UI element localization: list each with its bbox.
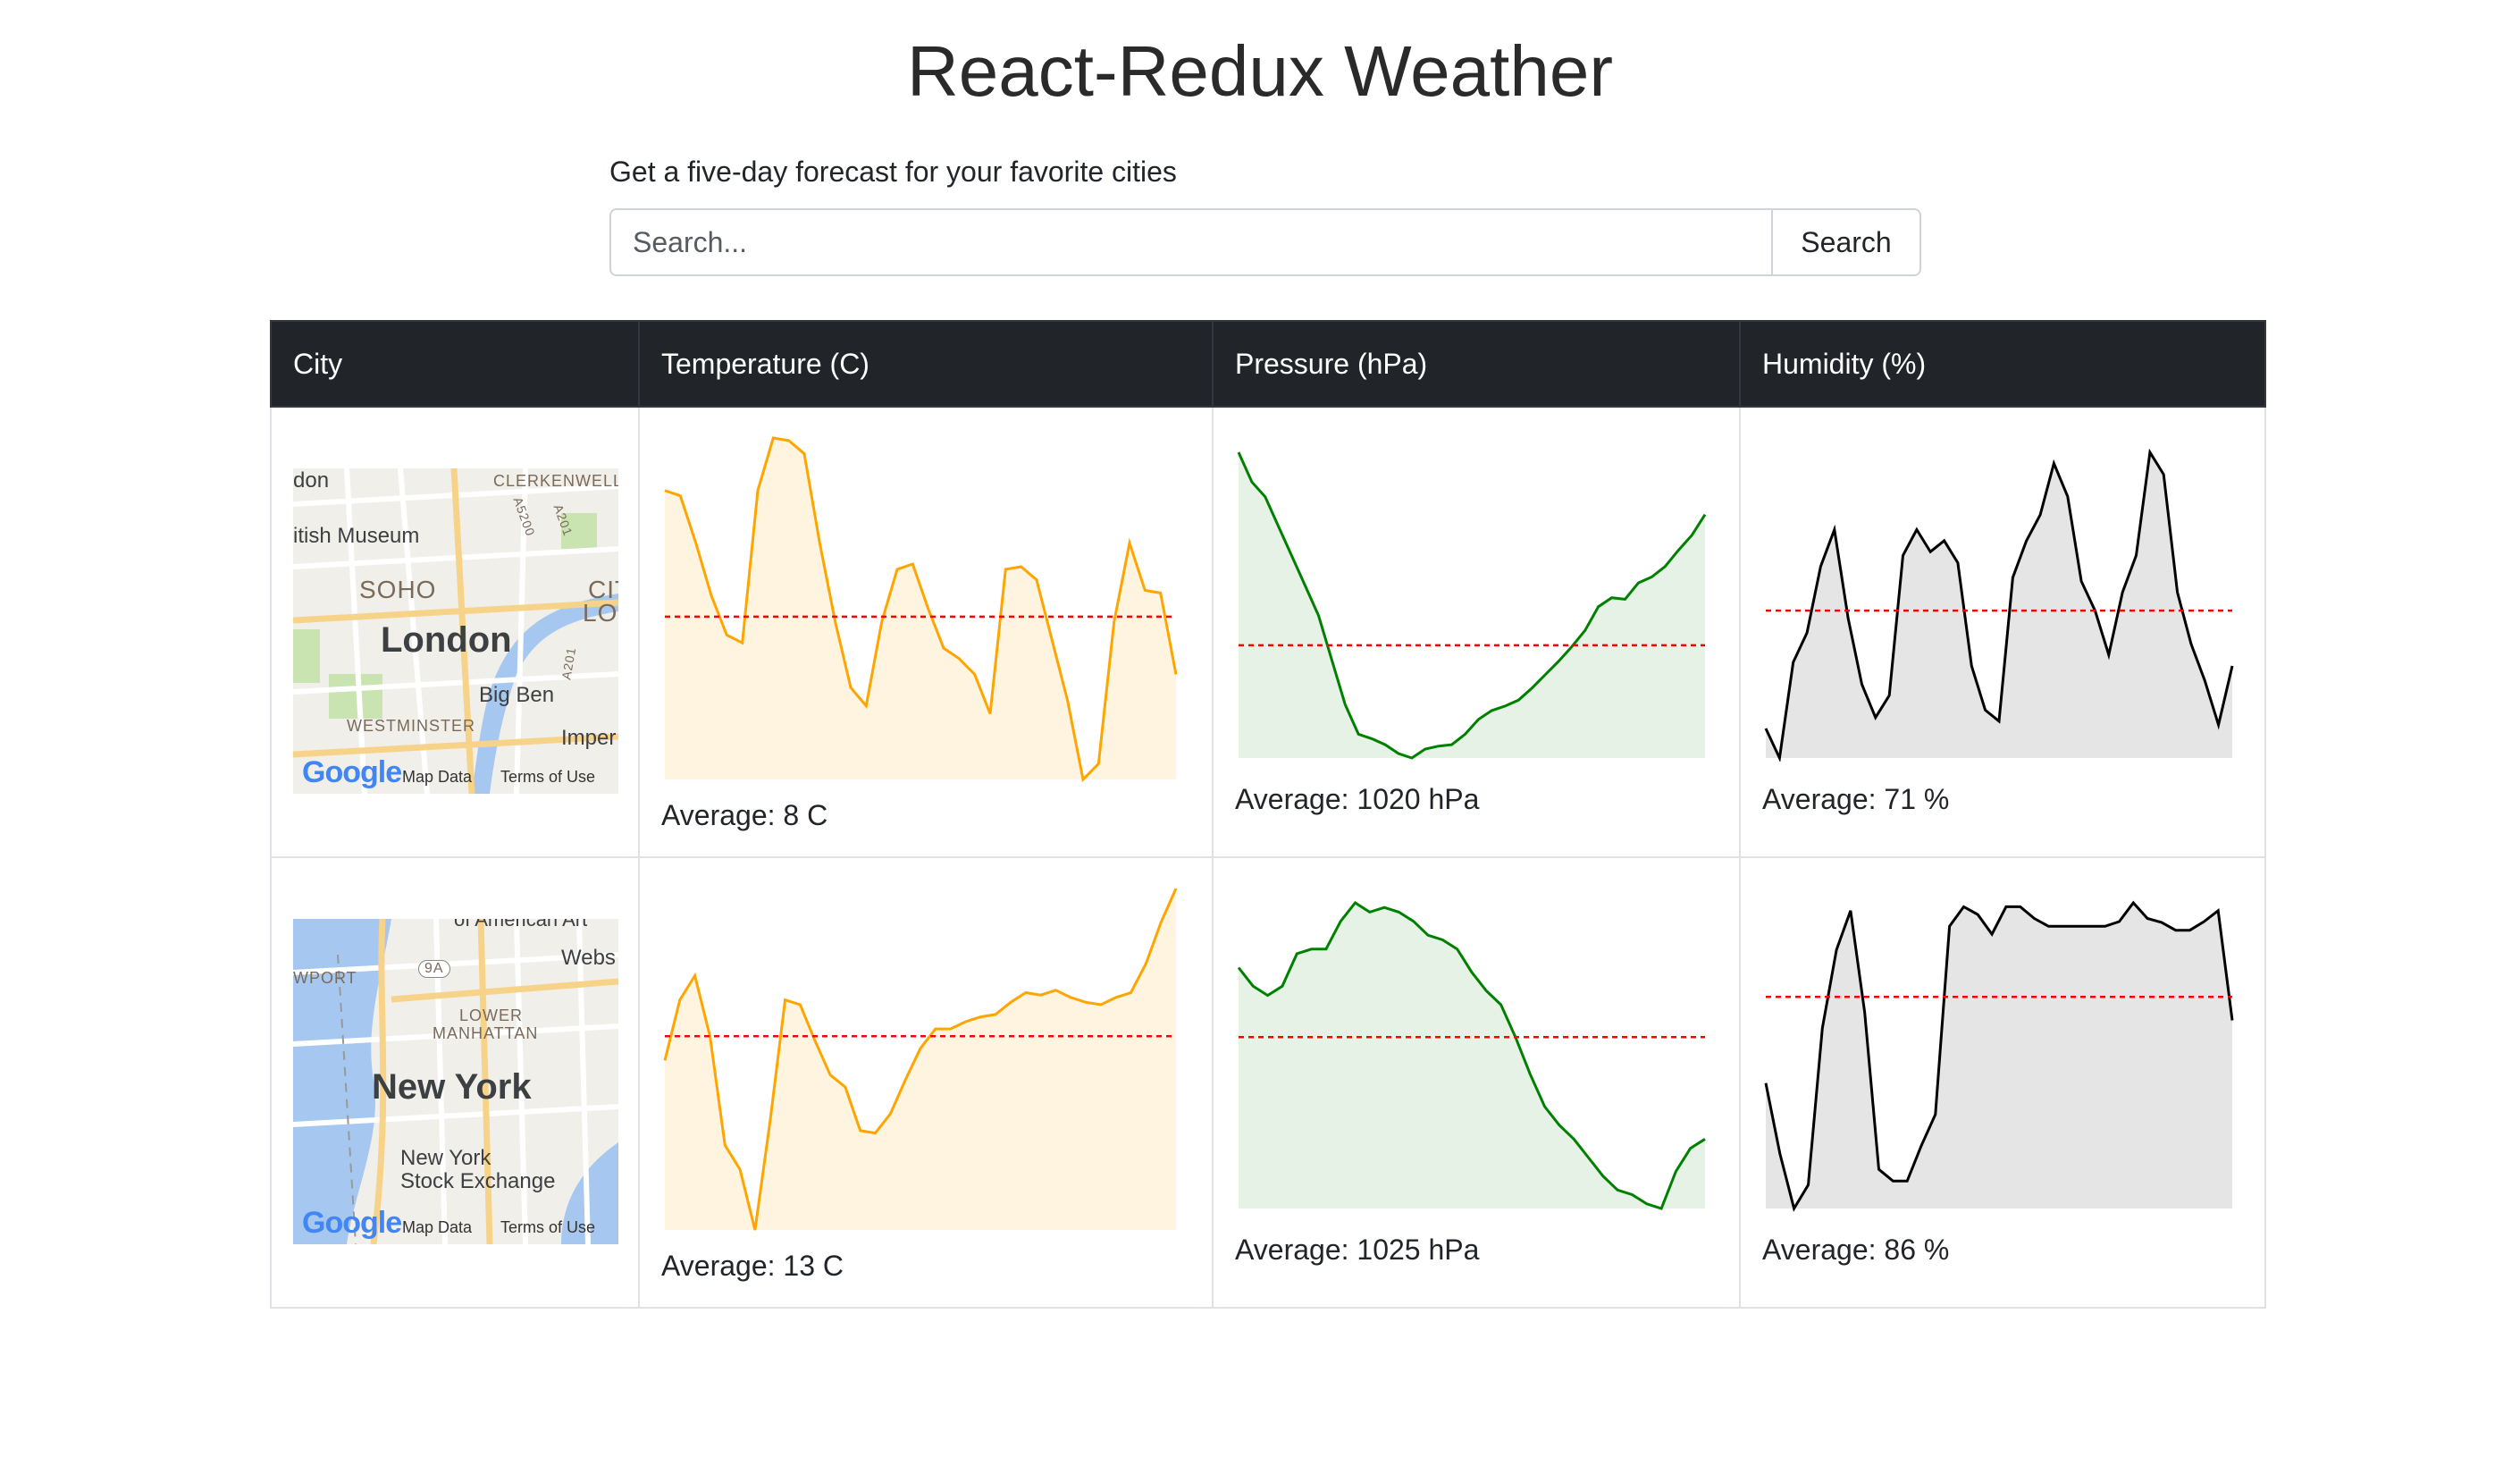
pressure-average: Average: 1020 hPa bbox=[1235, 783, 1480, 815]
map-district-label: SOHO bbox=[359, 576, 437, 603]
search-input[interactable] bbox=[609, 208, 1771, 276]
forecast-table: City Temperature (C) Pressure (hPa) Humi… bbox=[270, 320, 2266, 1309]
humidity-cell: Average: 86 % bbox=[1739, 856, 2266, 1309]
column-header-pressure: Pressure (hPa) bbox=[1212, 320, 1741, 408]
map-poi-label: of American Art bbox=[454, 919, 588, 931]
map-road-label: 9A bbox=[418, 960, 450, 978]
humidity-sparkline bbox=[1764, 449, 2234, 762]
map-district-label: CLERKENWELL bbox=[493, 472, 618, 490]
map-poi-label: don bbox=[293, 468, 330, 493]
page-title: React-Redux Weather bbox=[907, 31, 1613, 111]
map-district-label: MANHATTAN bbox=[433, 1024, 539, 1042]
pressure-area-fill bbox=[1239, 903, 1705, 1209]
map-district-label: WPORT bbox=[293, 969, 357, 987]
table-header-row: City Temperature (C) Pressure (hPa) Humi… bbox=[270, 320, 2266, 408]
map-city-label: New York bbox=[372, 1067, 532, 1107]
map-data-link[interactable]: Map Data bbox=[402, 768, 473, 786]
map-poi-label: itish Museum bbox=[293, 524, 420, 548]
pressure-series-line bbox=[1237, 451, 1707, 760]
terms-of-use-link[interactable]: Terms of Use bbox=[500, 1218, 596, 1236]
map-footer: Google Map Data Terms of Use bbox=[293, 755, 618, 794]
page-subtitle: Get a five-day forecast for your favorit… bbox=[609, 156, 1177, 188]
map-background bbox=[293, 919, 618, 1244]
pressure-cell: Average: 1025 hPa bbox=[1212, 856, 1741, 1309]
map-poi-label: Imper bbox=[561, 726, 617, 750]
pressure-average: Average: 1025 hPa bbox=[1235, 1234, 1480, 1266]
temperature-average: Average: 8 C bbox=[661, 799, 828, 831]
humidity-series-line bbox=[1764, 900, 2234, 1212]
humidity-average: Average: 86 % bbox=[1762, 1234, 1950, 1266]
map-poi-label: Big Ben bbox=[479, 683, 555, 707]
map-district-label: LOWER bbox=[459, 1006, 524, 1024]
google-logo: Google bbox=[302, 1206, 402, 1240]
pressure-series-line bbox=[1237, 901, 1706, 1210]
pressure-sparkline bbox=[1237, 901, 1706, 1210]
map-district-label: WESTMINSTER bbox=[347, 717, 475, 735]
humidity-average: Average: 71 % bbox=[1762, 783, 1950, 815]
column-header-temperature: Temperature (C) bbox=[638, 320, 1214, 408]
google-logo: Google bbox=[302, 755, 402, 789]
search-form: Search bbox=[609, 208, 1921, 276]
map-district-label: LO bbox=[583, 599, 618, 627]
map-footer: Google Map Data Terms of Use bbox=[293, 1206, 618, 1244]
map-poi-label: Webs bbox=[561, 946, 616, 970]
column-header-city: City bbox=[270, 320, 640, 408]
map-district-label: CIT bbox=[588, 576, 618, 603]
humidity-area-fill bbox=[1766, 452, 2232, 758]
temperature-area-fill bbox=[665, 438, 1176, 779]
humidity-series-line bbox=[1764, 449, 2234, 762]
map-poi-label: New York bbox=[400, 1146, 491, 1170]
pressure-area-fill bbox=[1239, 452, 1705, 758]
temperature-cell: Average: 13 C bbox=[638, 856, 1214, 1309]
temperature-cell: Average: 8 C bbox=[638, 406, 1214, 858]
temperature-average: Average: 13 C bbox=[661, 1250, 844, 1282]
humidity-area-fill bbox=[1766, 903, 2232, 1209]
temperature-series-line bbox=[664, 436, 1178, 783]
city-map[interactable]: don CLERKENWELL itish Museum SOHO CIT LO… bbox=[293, 468, 618, 794]
map-background bbox=[293, 468, 618, 794]
map-poi-label: Stock Exchange bbox=[400, 1169, 556, 1193]
city-cell: don CLERKENWELL itish Museum SOHO CIT LO… bbox=[270, 406, 640, 858]
humidity-sparkline bbox=[1764, 900, 2234, 1212]
map-city-label: London bbox=[381, 620, 512, 660]
humidity-cell: Average: 71 % bbox=[1739, 406, 2266, 858]
city-map[interactable]: of American Art Webs WPORT 9A LOWER MANH… bbox=[293, 919, 618, 1244]
table-row: of American Art Webs WPORT 9A LOWER MANH… bbox=[270, 856, 2266, 1309]
map-data-link[interactable]: Map Data bbox=[402, 1218, 473, 1236]
temperature-series-line bbox=[663, 888, 1178, 1231]
terms-of-use-link[interactable]: Terms of Use bbox=[500, 768, 596, 786]
temperature-sparkline bbox=[663, 888, 1178, 1231]
temperature-sparkline bbox=[664, 436, 1178, 783]
search-button[interactable]: Search bbox=[1771, 208, 1921, 276]
temperature-area-fill bbox=[665, 889, 1176, 1230]
column-header-humidity: Humidity (%) bbox=[1739, 320, 2266, 408]
table-row: don CLERKENWELL itish Museum SOHO CIT LO… bbox=[270, 406, 2266, 858]
city-cell: of American Art Webs WPORT 9A LOWER MANH… bbox=[270, 856, 640, 1309]
pressure-cell: Average: 1020 hPa bbox=[1212, 406, 1741, 858]
pressure-sparkline bbox=[1237, 451, 1707, 760]
